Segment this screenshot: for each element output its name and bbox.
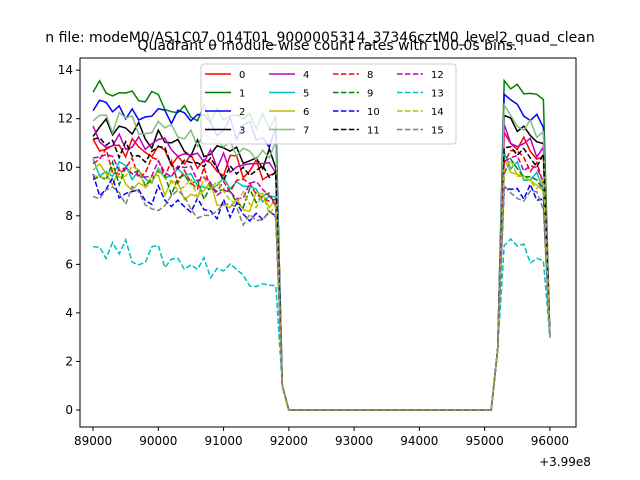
series-layer bbox=[92, 78, 551, 411]
y-tick-label: 0 bbox=[65, 403, 73, 417]
legend-label-1: 1 bbox=[239, 89, 245, 100]
y-tick-label: 12 bbox=[58, 112, 73, 126]
chart-title: Quadrant 0 module wise count rates with … bbox=[138, 38, 518, 54]
legend-label-15: 15 bbox=[431, 126, 444, 137]
legend-label-14: 14 bbox=[431, 107, 444, 118]
y-tick-label: 10 bbox=[58, 160, 73, 174]
x-axis: 89000 90000 91000 92000 93000 94000 95000 96000 bbox=[74, 427, 569, 448]
plot-area bbox=[79, 57, 577, 428]
x-tick-label: 90000 bbox=[139, 434, 177, 448]
legend-label-13: 13 bbox=[431, 89, 444, 100]
y-tick-label: 4 bbox=[65, 306, 73, 320]
legend-label-9: 9 bbox=[367, 89, 373, 100]
legend-label-3: 3 bbox=[239, 126, 245, 137]
x-tick-label: 92000 bbox=[270, 434, 308, 448]
y-tick-label: 6 bbox=[65, 257, 73, 271]
x-tick-label: 94000 bbox=[400, 434, 438, 448]
y-tick-label: 14 bbox=[58, 63, 73, 77]
legend-box bbox=[200, 63, 457, 145]
x-tick-label: 93000 bbox=[335, 434, 373, 448]
legend-label-11: 11 bbox=[367, 126, 380, 137]
x-tick-label: 89000 bbox=[74, 434, 112, 448]
y-tick-label: 2 bbox=[65, 354, 73, 368]
x-tick-label: 96000 bbox=[531, 434, 569, 448]
series-line-15 bbox=[92, 183, 551, 411]
y-axis: 0 2 4 6 8 10 12 14 bbox=[58, 63, 80, 417]
legend-label-4: 4 bbox=[303, 70, 309, 81]
legend-label-7: 7 bbox=[303, 126, 309, 137]
x-tick-label: 91000 bbox=[204, 434, 242, 448]
legend-label-6: 6 bbox=[303, 107, 309, 118]
legend-label-10: 10 bbox=[367, 107, 380, 118]
legend-label-12: 12 bbox=[431, 70, 444, 81]
legend-label-5: 5 bbox=[303, 89, 309, 100]
axes-frame bbox=[79, 57, 577, 428]
y-tick-label: 8 bbox=[65, 209, 73, 223]
figure-suptitle: n file: modeM0/AS1C07_014T01_9000005314_… bbox=[45, 30, 594, 46]
legend-label-8: 8 bbox=[367, 70, 373, 81]
x-offset-label: +3.99e8 bbox=[539, 455, 591, 469]
x-tick-label: 95000 bbox=[466, 434, 504, 448]
legend-label-0: 0 bbox=[239, 70, 245, 81]
legend-label-2: 2 bbox=[239, 107, 245, 118]
